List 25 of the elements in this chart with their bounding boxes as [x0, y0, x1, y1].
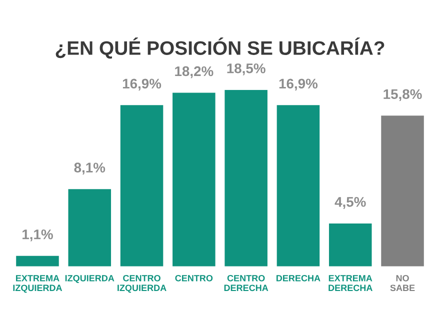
bar	[381, 116, 424, 266]
data-label: 4,5%	[334, 197, 366, 209]
x-tick-label: EXTREMA IZQUIERDA	[13, 275, 62, 293]
x-tick-label: DERECHA	[276, 274, 320, 282]
x-tick-label: CENTRO DERECHA	[224, 274, 268, 292]
x-tick-label: NO SABE	[390, 274, 415, 292]
x-tick-label: IZQUIERDA	[65, 274, 114, 284]
x-tick-label: EXTREMA DERECHA	[328, 275, 372, 292]
bar	[16, 256, 59, 266]
data-label: 18,2%	[175, 66, 214, 78]
data-label: 16,9%	[122, 78, 162, 91]
x-tick-label: CENTRO IZQUIERDA	[118, 274, 166, 293]
bar	[68, 189, 112, 266]
bar	[172, 92, 216, 266]
data-label: 8,1%	[74, 162, 106, 175]
data-label: 18,5%	[227, 63, 266, 76]
data-label: 16,9%	[279, 78, 318, 91]
bar	[224, 90, 268, 266]
data-label: 1,1%	[22, 229, 53, 242]
data-label: 15,8%	[384, 89, 422, 102]
chart-title: ¿EN QUÉ POSICIÓN SE UBICARÍA?	[56, 38, 384, 59]
x-tick-label: CENTRO	[175, 274, 213, 282]
bar	[328, 223, 372, 266]
bar	[276, 105, 320, 266]
bar	[120, 105, 164, 266]
